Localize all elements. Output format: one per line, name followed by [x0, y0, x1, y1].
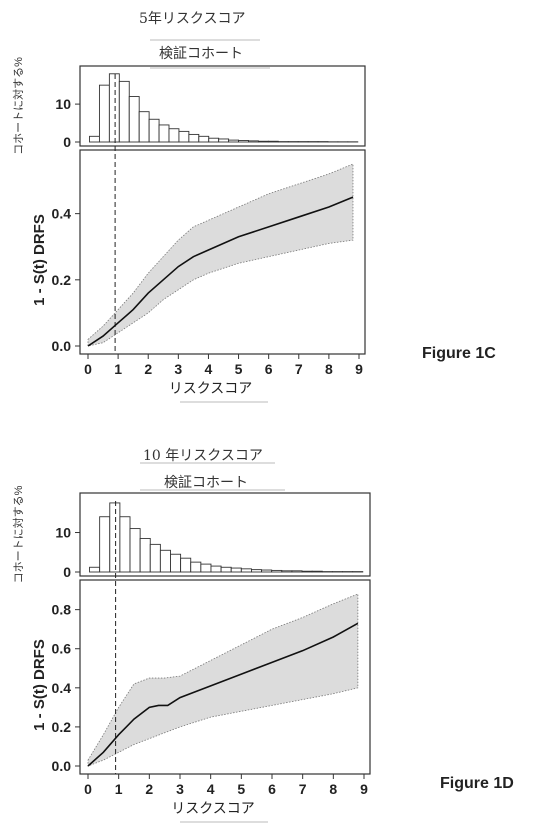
figure-label-1d: Figure 1D: [440, 775, 514, 793]
x-tick-label: 1: [115, 781, 123, 797]
x-tick-label: 4: [205, 361, 213, 377]
x-tick-label: 2: [144, 361, 152, 377]
histogram-bar: [149, 119, 159, 142]
histogram-bar: [239, 140, 249, 142]
histogram-y-tick-label: 0: [63, 564, 71, 580]
histogram-bar: [110, 503, 120, 572]
histogram-y-tick-label: 0: [63, 134, 71, 150]
confidence-band: [88, 594, 358, 766]
x-axis-label: リスクスコア: [171, 800, 255, 816]
histogram-bar: [189, 134, 199, 142]
figure-label-1c: Figure 1C: [422, 345, 496, 363]
histogram-bar: [199, 136, 209, 142]
histogram-bar: [179, 131, 189, 142]
histogram-bar: [140, 538, 150, 572]
x-tick-label: 0: [84, 361, 92, 377]
histogram-bar: [90, 567, 100, 572]
histogram-y-label: コホートに対する%: [11, 57, 25, 155]
histogram-bar: [219, 139, 229, 142]
histogram-bar: [292, 571, 302, 572]
histogram-bar: [282, 571, 292, 572]
x-tick-label: 1: [114, 361, 122, 377]
y-tick-label: 0.4: [52, 680, 72, 696]
histogram-bar: [268, 141, 278, 142]
histogram-bar: [191, 562, 201, 572]
y-tick-label: 0.2: [52, 719, 72, 735]
y-tick-label: 0.2: [52, 272, 72, 288]
histogram-bar: [231, 568, 241, 572]
histogram-bar: [211, 566, 221, 572]
histogram-y-label: コホートに対する%: [11, 485, 25, 583]
x-tick-label: 9: [355, 361, 363, 377]
histogram-bar: [251, 570, 261, 572]
y-tick-label: 0.8: [52, 602, 72, 618]
x-tick-label: 6: [268, 781, 276, 797]
histogram-bar: [100, 517, 110, 572]
histogram-bar: [181, 558, 191, 572]
histogram-bar: [109, 74, 119, 142]
histogram-bar: [150, 544, 160, 572]
histogram-bar: [120, 517, 130, 572]
x-tick-label: 3: [176, 781, 184, 797]
histogram-bar: [160, 550, 170, 572]
x-tick-label: 5: [235, 361, 243, 377]
y-axis-label: 1 - S(t) DRFS: [31, 639, 48, 731]
histogram-bar: [248, 141, 258, 142]
x-tick-label: 7: [295, 361, 303, 377]
x-tick-label: 9: [360, 781, 368, 797]
histogram-bar: [169, 129, 179, 142]
chart-1d: 0 10 コホートに対する% 0.0 0.2 0.4 0.6 0.8 0 1 2 3 4 5 6 7 8 9 リスク…: [0, 420, 535, 835]
x-tick-label: 5: [237, 781, 245, 797]
histogram-bar: [119, 81, 129, 142]
histogram-bar: [272, 570, 282, 572]
x-tick-label: 0: [84, 781, 92, 797]
histogram-bar: [130, 529, 140, 572]
y-tick-label: 0.6: [52, 641, 72, 657]
x-tick-label: 4: [207, 781, 215, 797]
confidence-band: [88, 164, 353, 346]
x-tick-label: 3: [174, 361, 182, 377]
y-tick-label: 0.0: [52, 758, 72, 774]
histogram-bar: [90, 136, 100, 142]
histogram-bar: [302, 571, 312, 572]
histogram-bar: [229, 140, 239, 142]
histogram-y-tick-label: 10: [55, 96, 71, 112]
histogram-bar: [262, 570, 272, 572]
x-tick-label: 8: [325, 361, 333, 377]
histogram-bar: [139, 112, 149, 142]
y-tick-label: 0.4: [52, 206, 72, 222]
histogram-bar: [170, 554, 180, 572]
histogram-bar: [99, 85, 109, 142]
histogram-bar: [209, 138, 219, 142]
histogram-bar: [221, 567, 231, 572]
histogram-bar: [129, 97, 139, 142]
histogram-bar: [312, 571, 322, 572]
x-tick-label: 6: [265, 361, 273, 377]
x-tick-label: 2: [145, 781, 153, 797]
x-tick-label: 8: [329, 781, 337, 797]
x-axis-label: リスクスコア: [169, 380, 253, 396]
histogram-bar: [241, 569, 251, 572]
histogram-bar: [159, 125, 169, 142]
histogram-bar: [201, 564, 211, 572]
histogram-bar: [258, 141, 268, 142]
histogram-y-tick-label: 10: [55, 525, 71, 541]
y-tick-label: 0.0: [52, 338, 72, 354]
x-tick-label: 7: [299, 781, 307, 797]
y-axis-label: 1 - S(t) DRFS: [31, 214, 48, 306]
